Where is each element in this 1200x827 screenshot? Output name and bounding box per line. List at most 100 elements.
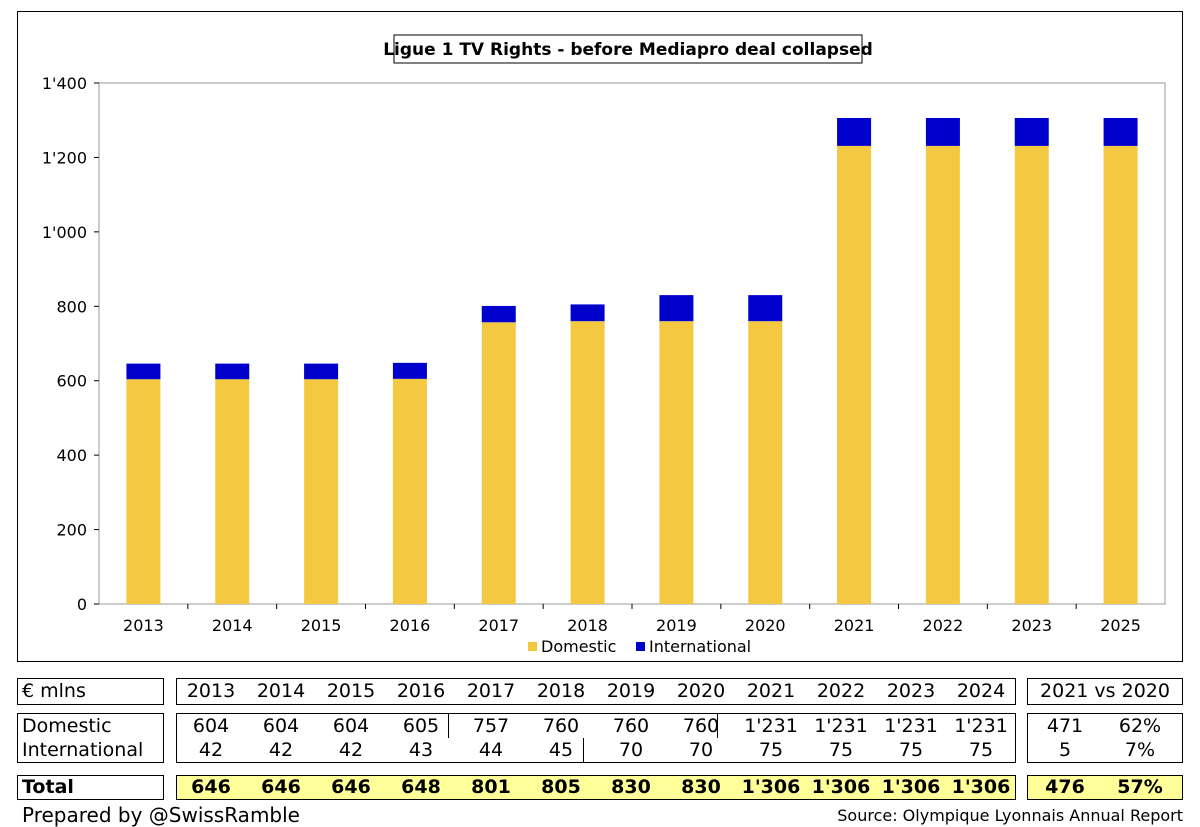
year-header-2018: 2018 (536, 680, 586, 702)
year-header-2016: 2016 (396, 680, 446, 702)
total-2024: 1'306 (951, 776, 1011, 798)
bar-international-2017 (481, 305, 516, 323)
x-tick-label: 2025 (1100, 616, 1141, 635)
x-tick-label: 2019 (656, 616, 697, 635)
total-compare-box (1027, 775, 1183, 800)
total-values-box (176, 775, 1016, 800)
source-note: Source: Olympique Lyonnais Annual Report (837, 806, 1183, 825)
y-tick-label: 800 (56, 297, 87, 316)
bar-international-2013 (126, 363, 161, 380)
bar-international-2023 (1014, 117, 1049, 146)
y-tick-label: 1'400 (42, 74, 87, 93)
cell-domestic-2020: 760 (682, 715, 720, 737)
bar-international-2022 (925, 117, 960, 146)
cell-domestic-2013: 604 (192, 715, 230, 737)
cell-international-2022: 75 (828, 739, 854, 761)
x-tick-label: 2017 (478, 616, 519, 635)
cell-international-2017: 44 (478, 739, 504, 761)
bar-domestic-2016 (392, 378, 427, 604)
total-2022: 1'306 (811, 776, 871, 798)
total-2021: 1'306 (741, 776, 801, 798)
bar-international-2014 (215, 363, 250, 380)
chart-frame: Ligue 1 TV Rights - before Mediapro deal… (17, 11, 1183, 662)
cell-international-2016: 43 (408, 739, 434, 761)
year-header-2013: 2013 (186, 680, 236, 702)
bar-domestic-2020 (748, 321, 783, 604)
cell-international-2023: 75 (898, 739, 924, 761)
y-tick-label: 1'000 (42, 223, 87, 242)
year-header-2015: 2015 (326, 680, 376, 702)
pct-international: 7% (1124, 739, 1156, 761)
cell-domestic-2021: 1'231 (744, 715, 798, 737)
cell-domestic-2014: 604 (262, 715, 300, 737)
separator-domestic-2021 (717, 713, 718, 738)
separator-domestic-2017 (448, 713, 449, 738)
year-header-2017: 2017 (466, 680, 516, 702)
legend-label-domestic: Domestic (541, 637, 616, 656)
chart-title: Ligue 1 TV Rights - before Mediapro deal… (383, 40, 873, 60)
bar-domestic-2019 (659, 321, 694, 604)
separator-international-2019 (583, 738, 584, 763)
total-pct: 57% (1117, 776, 1163, 798)
legend-swatch-domestic (528, 642, 537, 651)
cell-international-2024: 75 (968, 739, 994, 761)
chart-title-box (393, 34, 863, 64)
row-label-domestic: Domestic (22, 715, 112, 737)
unit-label-box (17, 678, 164, 705)
x-tick-label: 2013 (123, 616, 164, 635)
bar-domestic-2025 (1103, 145, 1138, 604)
total-2020: 830 (681, 776, 721, 798)
unit-label: € mlns (22, 680, 86, 702)
cell-domestic-2024: 1'231 (954, 715, 1008, 737)
bar-international-2025 (1103, 117, 1138, 146)
total-change: 476 (1045, 776, 1085, 798)
bar-domestic-2021 (837, 145, 872, 604)
total-label-box (17, 775, 164, 800)
compare-header-box (1027, 678, 1183, 705)
cell-international-2020: 70 (688, 739, 714, 761)
bar-international-2015 (304, 363, 339, 380)
total-2018: 805 (541, 776, 581, 798)
total-label: Total (22, 776, 74, 798)
cell-international-2014: 42 (268, 739, 294, 761)
change-domestic: 471 (1046, 715, 1084, 737)
bar-domestic-2022 (925, 145, 960, 604)
compare-header: 2021 vs 2020 (1040, 680, 1170, 702)
bar-domestic-2015 (304, 379, 339, 604)
y-tick-label: 0 (77, 595, 87, 614)
pct-domestic: 62% (1118, 715, 1162, 737)
bar-domestic-2023 (1014, 145, 1049, 604)
cell-domestic-2015: 604 (332, 715, 370, 737)
x-tick-label: 2018 (567, 616, 608, 635)
cell-domestic-2022: 1'231 (814, 715, 868, 737)
total-2013: 646 (191, 776, 231, 798)
x-tick-label: 2015 (301, 616, 342, 635)
row-compare-box (1027, 713, 1183, 763)
year-header-2022: 2022 (816, 680, 866, 702)
x-tick-label: 2023 (1011, 616, 1052, 635)
bar-international-2020 (748, 295, 783, 322)
bar-international-2016 (392, 362, 427, 379)
plot-area (98, 82, 1166, 605)
cell-domestic-2019: 760 (612, 715, 650, 737)
year-header-2023: 2023 (886, 680, 936, 702)
y-tick-label: 400 (56, 446, 87, 465)
bar-domestic-2017 (481, 322, 516, 604)
x-tick-label: 2022 (923, 616, 964, 635)
row-values-box (176, 713, 1016, 763)
year-header-2024: 2024 (956, 680, 1006, 702)
bar-domestic-2014 (215, 379, 250, 604)
year-header-2014: 2014 (256, 680, 306, 702)
y-tick-label: 600 (56, 372, 87, 391)
x-tick-label: 2014 (212, 616, 253, 635)
total-2015: 646 (331, 776, 371, 798)
legend-swatch-international (636, 642, 645, 651)
cell-international-2021: 75 (758, 739, 784, 761)
year-header-2019: 2019 (606, 680, 656, 702)
cell-international-2018: 45 (548, 739, 574, 761)
total-2017: 801 (471, 776, 511, 798)
legend-label-international: International (649, 637, 751, 656)
row-label-international: International (22, 739, 144, 761)
total-2023: 1'306 (881, 776, 941, 798)
y-tick-label: 200 (56, 521, 87, 540)
